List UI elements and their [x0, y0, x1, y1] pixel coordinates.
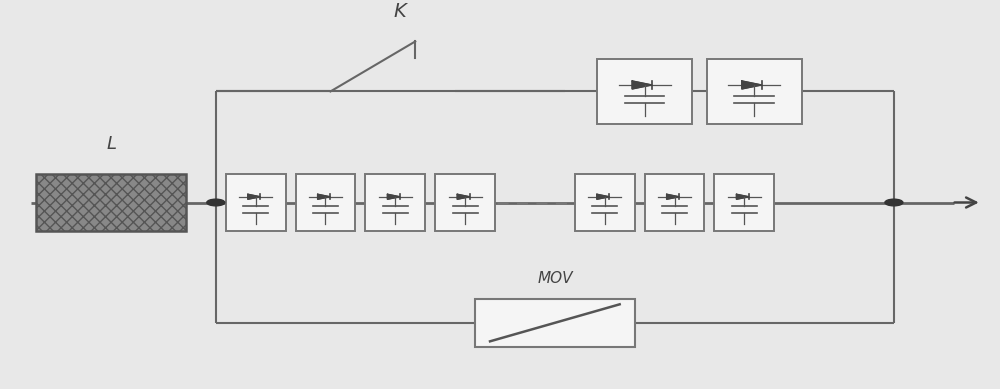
Bar [226, 174, 286, 231]
Circle shape [207, 199, 225, 206]
Text: MOV: MOV [537, 271, 573, 286]
Polygon shape [632, 81, 652, 89]
Polygon shape [742, 81, 762, 89]
Text: L: L [106, 135, 116, 152]
Bar [296, 174, 355, 231]
Bar [597, 59, 692, 124]
Polygon shape [597, 194, 609, 199]
Polygon shape [387, 194, 400, 199]
Polygon shape [248, 194, 260, 199]
Polygon shape [457, 194, 470, 199]
Text: K: K [394, 2, 407, 21]
Polygon shape [667, 194, 679, 199]
Bar [575, 174, 635, 231]
Bar [714, 174, 774, 231]
Bar [645, 174, 704, 231]
Bar [365, 174, 425, 231]
Bar [435, 174, 495, 231]
Polygon shape [318, 194, 330, 199]
Bar [707, 59, 802, 124]
Circle shape [885, 199, 903, 206]
Bar [475, 299, 635, 347]
Bar [36, 174, 186, 231]
Polygon shape [736, 194, 749, 199]
